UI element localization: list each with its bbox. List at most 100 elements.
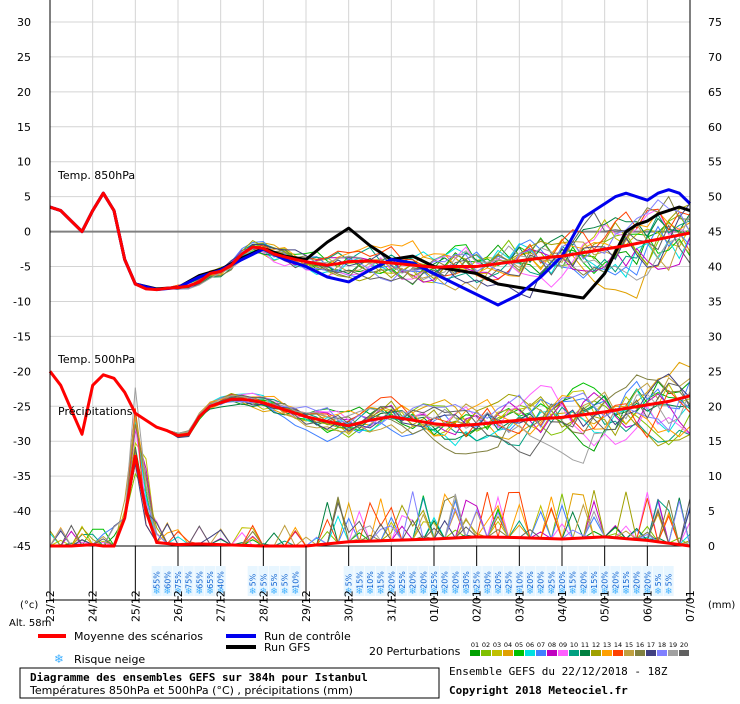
left-tick-label: -15 [13, 330, 31, 343]
left-unit: (°c) [20, 600, 38, 611]
perturbation-swatch [514, 650, 524, 656]
perturbation-id: 17 [647, 641, 655, 649]
date-label: 24/12 [87, 590, 100, 622]
left-tick-label: 5 [24, 191, 31, 204]
perturbation-swatch [591, 650, 601, 656]
snowflake-icon: ❄ [356, 587, 364, 597]
left-tick-label: 0 [24, 226, 31, 239]
snowflake-icon: ❄ [281, 587, 289, 597]
perturbation-id: 12 [592, 641, 600, 649]
snow-risk-label: 25% [398, 571, 407, 589]
right-tick-label: 20 [708, 400, 722, 413]
snow-risk-label: 20% [387, 571, 396, 589]
snow-risk-cell [631, 566, 642, 596]
snow-risk-label: 5% [270, 573, 279, 586]
snowflake-icon: ❄ [548, 587, 556, 597]
perturbation-id: 07 [537, 641, 545, 649]
left-tick-label: -20 [13, 365, 31, 378]
snow-risk-cell [450, 566, 461, 596]
snowflake-icon: ❄ [473, 587, 481, 597]
perturbation-swatch [657, 650, 667, 656]
left-tick-label: 10 [17, 156, 31, 169]
snowflake-icon: ❄ [196, 587, 204, 597]
snow-risk-cell [482, 566, 493, 596]
snowflake-icon: ❄ [558, 587, 566, 597]
right-unit: (mm) [708, 600, 735, 611]
snow-risk-cell [183, 566, 194, 596]
snowflake-icon: ❄ [260, 587, 268, 597]
section-label-precip: Précipitations [58, 405, 133, 418]
perturbation-id: 01 [471, 641, 479, 649]
perturbation-swatch [558, 650, 568, 656]
right-tick-label: 25 [708, 365, 722, 378]
snow-risk-cell [290, 566, 301, 596]
snowflake-icon: ❄ [537, 587, 545, 597]
snowflake-icon: ❄ [420, 587, 428, 597]
perturbation-swatch [624, 650, 634, 656]
snowflake-icon: ❄ [164, 587, 172, 597]
snow-risk-label: 40% [217, 571, 226, 589]
date-label: 27/12 [215, 590, 228, 622]
snowflake-icon: ❄ [270, 587, 278, 597]
snow-risk-cell [407, 566, 418, 596]
snow-risk-cell [546, 566, 557, 596]
snowflake-icon: ❄ [292, 587, 300, 597]
section-label-t850: Temp. 850hPa [57, 169, 135, 182]
right-tick-label: 45 [708, 226, 722, 239]
snow-risk-label: 15% [355, 571, 364, 589]
snow-risk-label: 20% [558, 571, 567, 589]
perturbation-swatch [547, 650, 557, 656]
snow-risk-label: 65% [206, 571, 215, 589]
date-label: 07/01 [684, 590, 697, 622]
snow-risk-cell [535, 566, 546, 596]
snow-risk-cell [173, 566, 183, 596]
snow-risk-cell [599, 566, 610, 596]
snow-risk-cell [557, 566, 567, 596]
snow-risk-cell [194, 566, 205, 596]
snowflake-icon: ❄ [185, 587, 193, 597]
left-tick-label: 15 [17, 121, 31, 134]
snow-risk-cell [514, 566, 525, 596]
left-tick-label: -30 [13, 435, 31, 448]
snowflake-icon: ❄ [217, 587, 225, 597]
perturbation-id: 16 [636, 641, 644, 649]
perturbation-swatch [646, 650, 656, 656]
right-tick-label: 40 [708, 261, 722, 274]
altitude-label: Alt. 58m [9, 618, 51, 629]
snowflake-icon: ❄ [153, 587, 161, 597]
perturbation-id: 15 [625, 641, 633, 649]
right-tick-label: 15 [708, 435, 722, 448]
snow-risk-cell [365, 566, 375, 596]
perturbation-swatch [668, 650, 678, 656]
snow-risk-cell [653, 566, 663, 596]
snow-risk-label: 15% [622, 571, 631, 589]
snow-risk-cell [642, 566, 653, 596]
snow-risk-label: 20% [633, 571, 642, 589]
snow-risk-label: 75% [185, 571, 194, 589]
snowflake-icon: ❄ [633, 587, 641, 597]
ensemble-info: Ensemble GEFS du 22/12/2018 - 18Z [449, 665, 668, 678]
perturbation-swatch [569, 650, 579, 656]
snowflake-icon: ❄ [409, 587, 417, 597]
snow-risk-label: 20% [643, 571, 652, 589]
snow-risk-label: 25% [547, 571, 556, 589]
snow-risk-cell [354, 566, 365, 596]
right-tick-label: 65 [708, 86, 722, 99]
snow-risk-label: 15% [569, 571, 578, 589]
snow-risk-label: 20% [419, 571, 428, 589]
snow-risk-label: 5% [249, 573, 258, 586]
snowflake-icon: ❄ [206, 587, 214, 597]
snow-risk-cell [578, 566, 589, 596]
snow-risk-cell [621, 566, 631, 596]
snow-risk-label: 10% [366, 571, 375, 589]
snow-risk-label: 5% [345, 573, 354, 586]
left-tick-label: -5 [20, 261, 31, 274]
snowflake-icon: ❄ [452, 587, 460, 597]
snow-risk-cell [386, 566, 397, 596]
perturbation-id: 19 [669, 641, 677, 649]
right-tick-label: 30 [708, 330, 722, 343]
chart-subtitle: Températures 850hPa et 500hPa (°C) , pré… [29, 684, 353, 697]
snow-risk-label: 30% [462, 571, 471, 589]
